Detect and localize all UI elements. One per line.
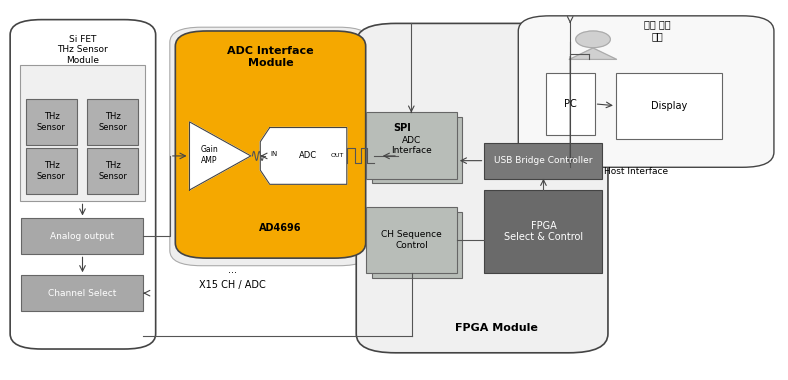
Text: ADC
Interface: ADC Interface (392, 136, 432, 155)
Bar (616, 73, 722, 139)
Text: Analog output: Analog output (50, 232, 114, 241)
Bar (485, 190, 603, 273)
Bar (546, 73, 595, 135)
Text: Gain
AMP: Gain AMP (200, 146, 218, 165)
Text: 영상 표출
장비: 영상 표출 장비 (645, 20, 671, 41)
Text: FPGA Module: FPGA Module (455, 323, 538, 332)
Text: FPGA
Select & Control: FPGA Select & Control (504, 221, 583, 242)
Bar (26, 148, 77, 194)
Text: X15 CH / ADC: X15 CH / ADC (199, 280, 266, 290)
Text: ADC Interface
Module: ADC Interface Module (227, 46, 314, 68)
Polygon shape (189, 122, 251, 190)
FancyBboxPatch shape (175, 31, 366, 258)
Bar (366, 112, 457, 179)
Bar (366, 207, 457, 273)
Text: Si FET
THz Sensor
Module: Si FET THz Sensor Module (57, 35, 108, 65)
Bar (372, 212, 463, 278)
FancyBboxPatch shape (170, 27, 370, 266)
Text: ADC: ADC (299, 151, 317, 160)
Text: THz
Sensor: THz Sensor (98, 162, 127, 181)
Bar (87, 148, 139, 194)
Text: ...: ... (229, 264, 237, 274)
Polygon shape (570, 48, 617, 59)
Bar (21, 218, 143, 254)
FancyBboxPatch shape (10, 20, 156, 349)
Bar (21, 275, 143, 311)
Bar (20, 65, 145, 201)
Text: PC: PC (564, 99, 577, 109)
Text: OUT: OUT (331, 154, 344, 158)
Text: THz
Sensor: THz Sensor (37, 112, 66, 131)
Text: AD4696: AD4696 (258, 223, 301, 233)
Text: CH Sequence
Control: CH Sequence Control (381, 230, 442, 250)
Text: USB Bridge Controller: USB Bridge Controller (494, 156, 593, 165)
Bar (87, 99, 139, 144)
Circle shape (576, 31, 611, 48)
Polygon shape (260, 128, 347, 184)
Bar (26, 99, 77, 144)
Text: Display: Display (651, 101, 687, 111)
Text: Host Interface: Host Interface (604, 166, 668, 176)
Text: IN: IN (270, 151, 277, 157)
Text: Channel Select: Channel Select (48, 289, 117, 298)
Bar (485, 142, 603, 179)
FancyBboxPatch shape (356, 24, 608, 353)
Text: SPI: SPI (393, 122, 411, 133)
Text: THz
Sensor: THz Sensor (37, 162, 66, 181)
Text: THz
Sensor: THz Sensor (98, 112, 127, 131)
FancyBboxPatch shape (519, 16, 774, 167)
Bar (372, 117, 463, 183)
